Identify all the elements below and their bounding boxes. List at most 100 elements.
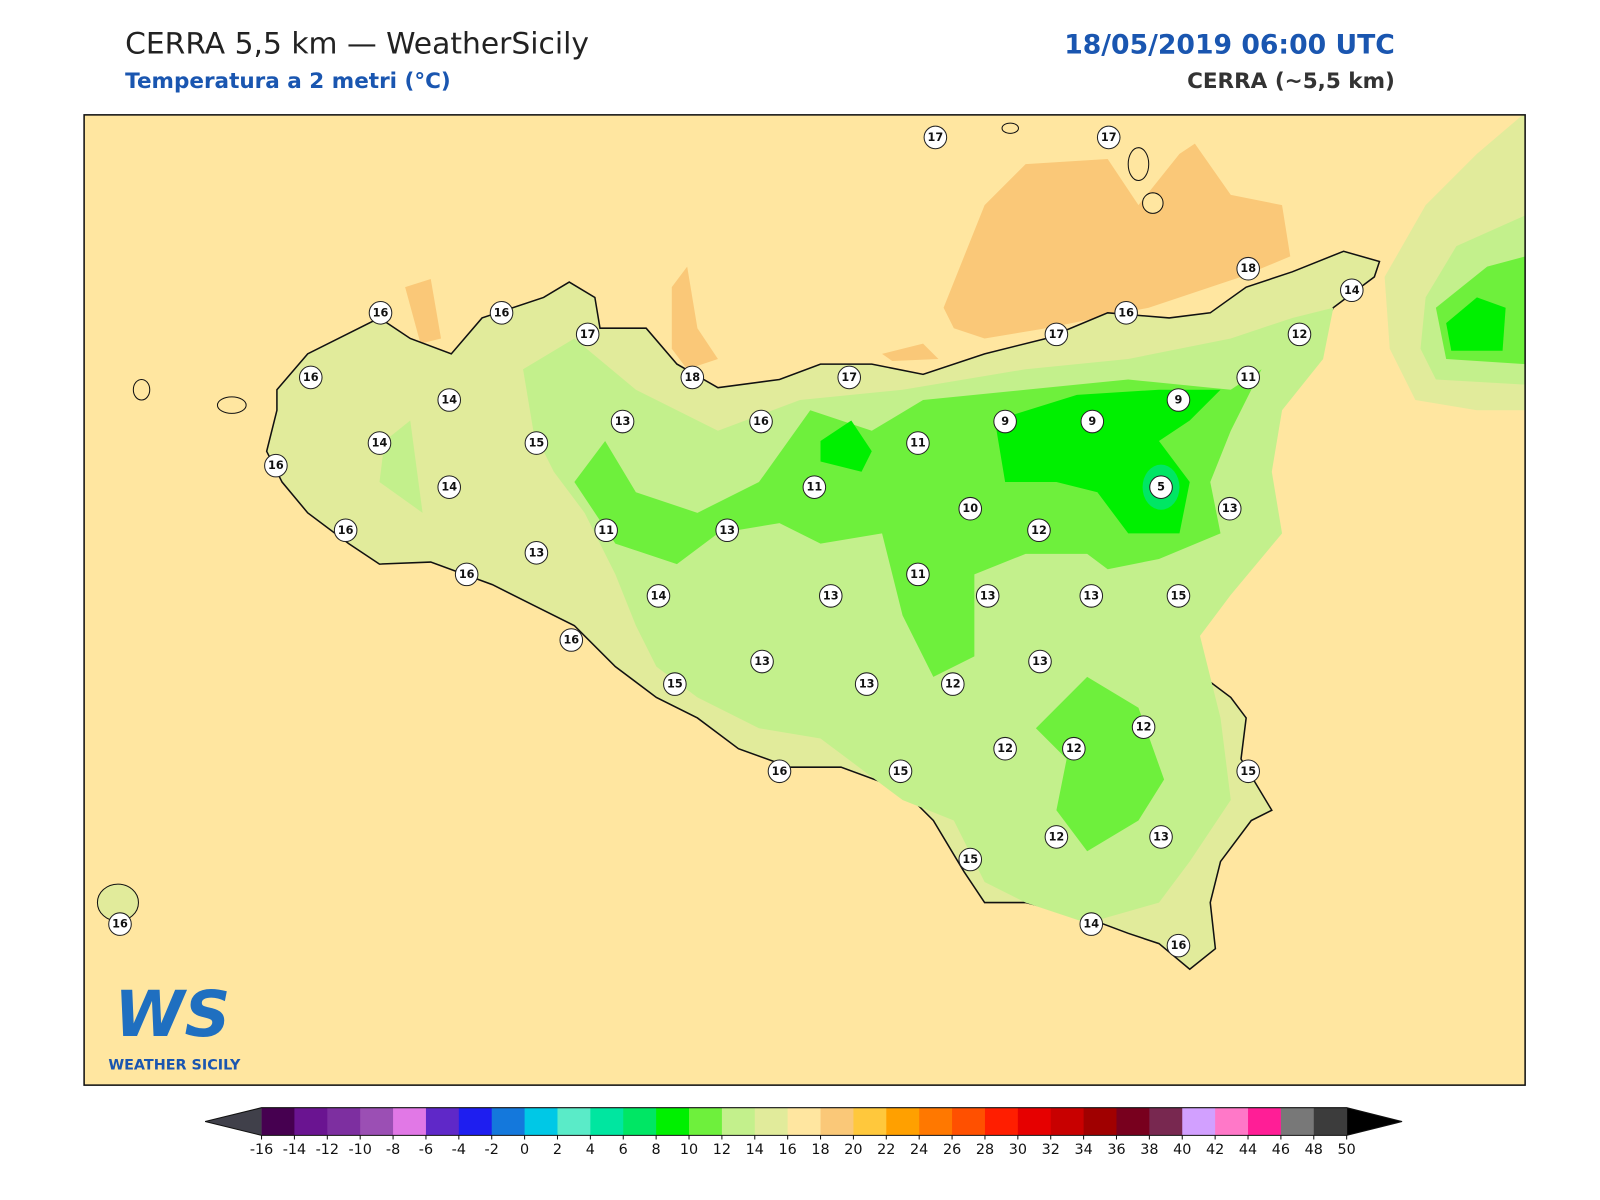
station-marker	[1079, 912, 1104, 936]
colorbar-bin	[886, 1107, 920, 1136]
colorbar-bin	[787, 1107, 822, 1136]
colorbar-tick-label: 18	[811, 1142, 829, 1158]
colorbar-tick-label: 22	[877, 1142, 895, 1158]
colorbar: -16 -14 -12 -10 -8 -6 -4 -2 0 2 4 6 8 10 12 14 16 18 20 22 2…	[205, 1107, 1403, 1158]
station-value: 17	[1101, 131, 1117, 144]
colorbar-tick-label: 10	[680, 1142, 698, 1158]
station-value: 18	[1240, 262, 1256, 275]
colorbar-bin	[327, 1107, 361, 1136]
station-marker	[1131, 715, 1156, 739]
warm-area	[405, 278, 442, 344]
station-marker	[264, 453, 288, 478]
station-marker	[367, 431, 392, 455]
colorbar-bin	[590, 1107, 624, 1136]
station-marker	[1062, 736, 1086, 761]
station-marker	[368, 301, 393, 325]
station-marker	[1339, 278, 1364, 303]
colorbar-bin	[1215, 1107, 1249, 1136]
colorbar-bin	[1149, 1107, 1183, 1136]
colorbar-tick-label: 38	[1140, 1142, 1158, 1158]
colorbar-bin	[689, 1107, 723, 1136]
colorbar-tick-label: 4	[586, 1142, 595, 1158]
warm-area	[943, 143, 1291, 339]
cool-area	[1446, 297, 1506, 351]
colorbar-tick-label: 40	[1173, 1142, 1191, 1158]
station-value: 13	[1083, 589, 1099, 602]
station-value: 13	[980, 589, 996, 602]
colorbar-tick-label: 20	[844, 1142, 862, 1158]
colorbar-bin	[491, 1107, 526, 1136]
station-marker	[749, 409, 773, 434]
colorbar-tick-label: 16	[779, 1142, 797, 1158]
station-marker	[767, 759, 792, 784]
colorbar-bin	[425, 1107, 460, 1136]
warm-area	[671, 266, 718, 370]
station-marker	[1096, 125, 1121, 150]
station-value: 15	[1240, 765, 1256, 778]
colorbar-bin	[1248, 1107, 1282, 1136]
station-marker	[1044, 825, 1069, 849]
colorbar-tick-label: -6	[419, 1142, 433, 1158]
station-marker	[993, 409, 1017, 434]
station-marker	[941, 672, 965, 696]
station-value: 15	[667, 678, 683, 691]
station-value: 16	[1118, 306, 1134, 319]
station-marker	[108, 912, 132, 936]
station-marker	[1149, 475, 1173, 499]
colorbar-bin	[1050, 1107, 1085, 1136]
station-marker	[975, 584, 1000, 608]
station-value: 16	[563, 633, 579, 646]
island	[132, 378, 151, 401]
colorbar-bin	[952, 1107, 986, 1136]
colorbar-bin	[360, 1107, 394, 1136]
island	[216, 396, 247, 414]
station-marker	[1166, 388, 1191, 412]
station-value: 11	[910, 568, 926, 581]
station-marker	[958, 496, 983, 521]
cold-area	[820, 420, 872, 472]
island	[1142, 192, 1164, 214]
date: 18/05/2019 06:00 UTC	[1064, 29, 1395, 60]
station-value: 16	[494, 306, 510, 319]
station-value: 16	[772, 765, 788, 778]
station-marker	[906, 431, 930, 455]
station-value: 11	[910, 437, 926, 450]
station-value: 12	[1066, 742, 1082, 755]
station-marker	[1166, 584, 1191, 608]
station-value: 16	[268, 459, 284, 472]
station-value: 11	[1240, 371, 1256, 384]
station-marker	[1217, 496, 1242, 521]
station-value: 12	[1292, 328, 1308, 341]
station-value: 14	[651, 589, 667, 602]
colorbar-under	[205, 1107, 262, 1136]
station-marker	[1028, 649, 1052, 674]
colorbar-bin	[754, 1107, 789, 1136]
station-marker	[715, 518, 739, 543]
station-marker	[1114, 301, 1138, 325]
title: CERRA 5,5 km — WeatherSicily	[125, 26, 589, 61]
station-value: 13	[529, 546, 545, 559]
station-value: 16	[1171, 939, 1187, 952]
station-marker	[437, 388, 462, 412]
station-value: 13	[1222, 502, 1238, 515]
colorbar-tick-label: -8	[386, 1142, 400, 1158]
colorbar-tick-label: -12	[316, 1142, 339, 1158]
station-value: 16	[459, 568, 475, 581]
station-marker	[888, 759, 913, 784]
station-marker	[594, 518, 618, 543]
station-marker	[610, 409, 635, 434]
station-marker	[1287, 322, 1312, 347]
station-value: 18	[684, 371, 700, 384]
colorbar-tick-label: 28	[976, 1142, 994, 1158]
colorbar-tick-label: 50	[1338, 1142, 1356, 1158]
colorbar-bin	[458, 1107, 493, 1136]
station-value: 13	[615, 415, 631, 428]
colorbar-bin	[1017, 1107, 1052, 1136]
colorbar-tick-label: 46	[1272, 1142, 1290, 1158]
colorbar-tick-label: 30	[1009, 1142, 1027, 1158]
station-marker	[923, 125, 948, 150]
colorbar-bin	[853, 1107, 887, 1136]
colorbar-tick-label: 14	[746, 1142, 764, 1158]
colorbar-tick-label: 34	[1074, 1142, 1092, 1158]
station-value: 17	[580, 328, 596, 341]
